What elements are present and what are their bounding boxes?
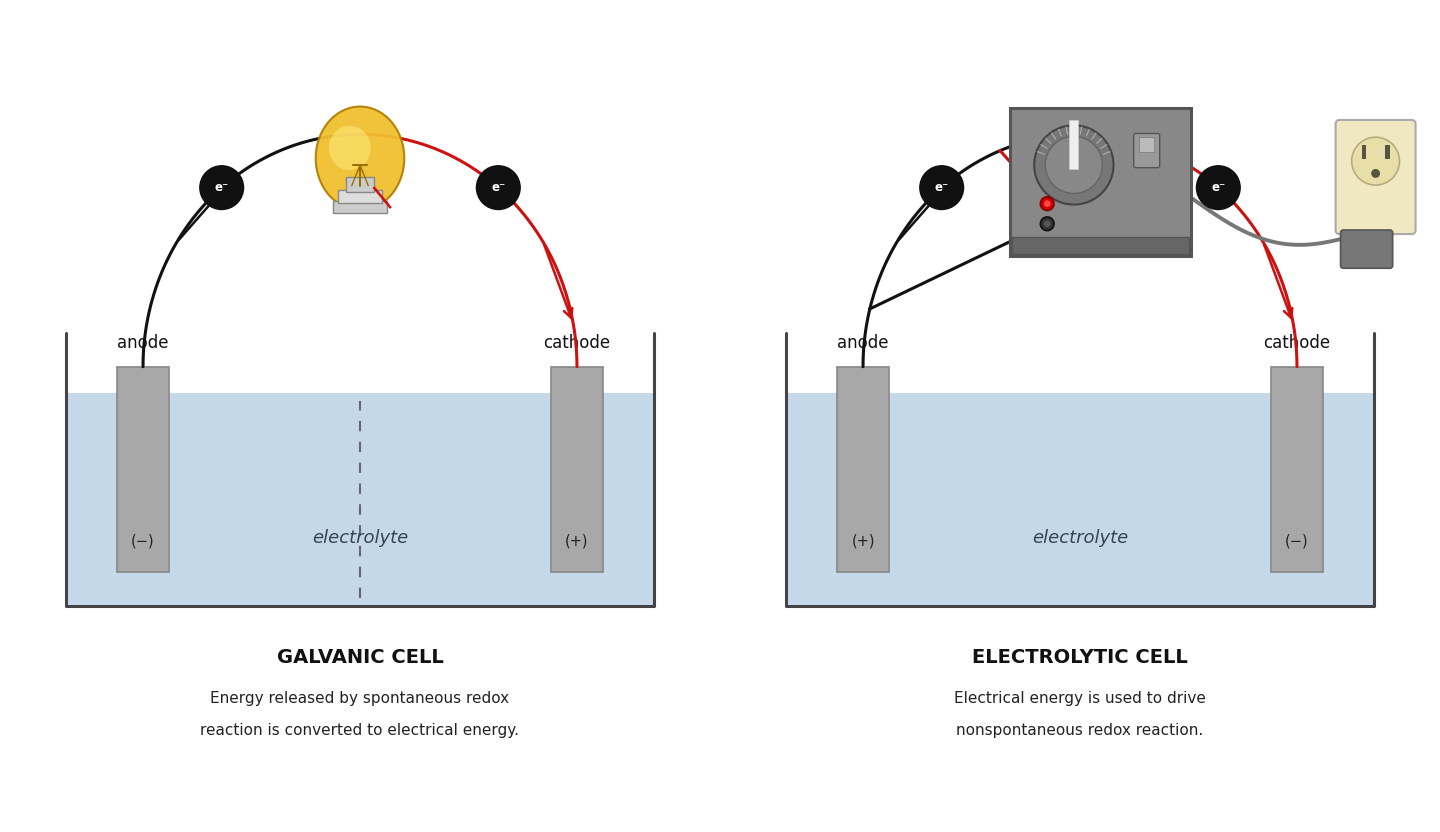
Text: (+): (+) xyxy=(566,533,589,548)
Bar xyxy=(346,176,374,192)
Text: cathode: cathode xyxy=(543,334,611,352)
FancyBboxPatch shape xyxy=(1336,120,1416,234)
FancyBboxPatch shape xyxy=(1009,108,1191,256)
FancyBboxPatch shape xyxy=(1272,367,1322,572)
Text: anode: anode xyxy=(117,334,168,352)
Text: nonspontaneous redox reaction.: nonspontaneous redox reaction. xyxy=(956,723,1204,739)
Circle shape xyxy=(1352,137,1400,185)
Text: anode: anode xyxy=(837,334,888,352)
FancyBboxPatch shape xyxy=(552,367,602,572)
Text: ELECTROLYTIC CELL: ELECTROLYTIC CELL xyxy=(972,647,1188,666)
Circle shape xyxy=(1371,169,1380,178)
Text: Energy released by spontaneous redox: Energy released by spontaneous redox xyxy=(210,691,510,706)
Bar xyxy=(66,393,654,606)
Text: e⁻: e⁻ xyxy=(215,181,229,194)
Bar xyxy=(338,190,382,203)
Circle shape xyxy=(1034,126,1113,205)
Circle shape xyxy=(1040,197,1054,210)
Bar xyxy=(786,393,1374,606)
Text: Electrical energy is used to drive: Electrical energy is used to drive xyxy=(955,691,1205,706)
Circle shape xyxy=(477,166,520,210)
Ellipse shape xyxy=(328,126,370,170)
Circle shape xyxy=(1044,201,1051,207)
Text: (−): (−) xyxy=(1284,533,1309,548)
Circle shape xyxy=(1197,166,1240,210)
Bar xyxy=(1139,137,1155,152)
Circle shape xyxy=(920,166,963,210)
Text: reaction is converted to electrical energy.: reaction is converted to electrical ener… xyxy=(200,723,520,739)
Text: e⁻: e⁻ xyxy=(1211,181,1225,194)
Bar xyxy=(1012,236,1189,254)
Text: (−): (−) xyxy=(131,533,156,548)
Ellipse shape xyxy=(315,106,405,210)
Bar xyxy=(1362,146,1367,159)
Circle shape xyxy=(1040,217,1054,230)
Text: cathode: cathode xyxy=(1263,334,1331,352)
Bar xyxy=(1385,146,1390,159)
Circle shape xyxy=(1044,220,1051,227)
Text: (+): (+) xyxy=(851,533,874,548)
Text: e⁻: e⁻ xyxy=(935,181,949,194)
FancyBboxPatch shape xyxy=(118,367,168,572)
Text: e⁻: e⁻ xyxy=(491,181,505,194)
FancyBboxPatch shape xyxy=(1133,133,1159,168)
FancyBboxPatch shape xyxy=(838,367,888,572)
FancyBboxPatch shape xyxy=(1341,230,1392,268)
Text: electrolyte: electrolyte xyxy=(1032,528,1128,547)
Bar xyxy=(333,201,387,213)
Circle shape xyxy=(1045,136,1103,194)
Text: electrolyte: electrolyte xyxy=(312,528,408,547)
Circle shape xyxy=(200,166,243,210)
Bar xyxy=(1070,120,1079,169)
Text: GALVANIC CELL: GALVANIC CELL xyxy=(276,647,444,666)
